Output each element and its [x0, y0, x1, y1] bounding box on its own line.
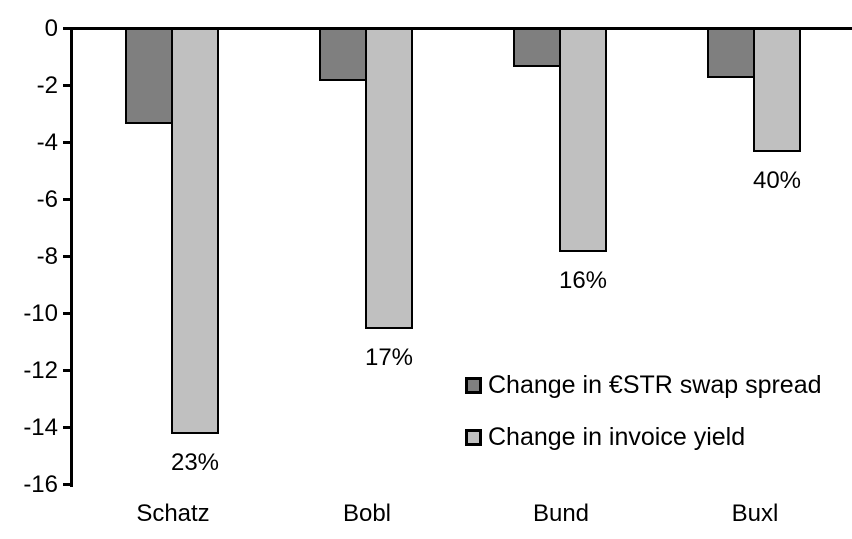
y-tick-mark [63, 27, 73, 30]
bar-value-label: 16% [558, 266, 608, 294]
y-tick-label: -16 [23, 470, 58, 498]
y-tick-label: -4 [36, 128, 58, 156]
bar-swap-spread-buxl [707, 27, 755, 78]
y-tick-label: -14 [23, 413, 58, 441]
y-tick-label: -2 [36, 71, 58, 99]
y-tick-mark [63, 198, 73, 201]
bar-invoice-yield-buxl [753, 27, 801, 153]
y-tick-label: -12 [23, 356, 58, 384]
x-category-label: Bobl [342, 500, 392, 527]
bar-swap-spread-bobl [319, 27, 367, 81]
bar-swap-spread-schatz [125, 27, 173, 124]
legend-label: Change in €STR swap spread [488, 371, 822, 399]
legend-swatch-icon [465, 428, 482, 446]
x-category-label: Buxl [731, 500, 779, 527]
y-tick-mark [63, 483, 73, 486]
y-tick-label: -8 [36, 242, 58, 270]
bar-invoice-yield-schatz [171, 27, 219, 435]
y-tick-mark [63, 312, 73, 315]
y-tick-mark [63, 255, 73, 258]
y-tick-label: 0 [44, 14, 58, 42]
zero-baseline [70, 27, 852, 30]
legend-item: Change in invoice yield [465, 423, 822, 451]
x-category-label: Bund [532, 500, 590, 527]
y-tick-mark [63, 84, 73, 87]
legend: Change in €STR swap spread Change in invo… [465, 371, 822, 475]
y-tick-label: -6 [36, 185, 58, 213]
y-tick-mark [63, 426, 73, 429]
y-tick-label: -10 [23, 299, 58, 327]
bar-value-label: 17% [364, 343, 414, 371]
legend-label: Change in invoice yield [488, 423, 746, 451]
bar-invoice-yield-bobl [365, 27, 413, 329]
bar-value-label: 40% [752, 167, 802, 195]
legend-swatch-icon [465, 376, 482, 394]
legend-item: Change in €STR swap spread [465, 371, 822, 399]
bar-invoice-yield-bund [559, 27, 607, 252]
y-tick-mark [63, 369, 73, 372]
y-tick-mark [63, 141, 73, 144]
bar-swap-spread-bund [513, 27, 561, 67]
x-category-label: Schatz [136, 500, 210, 527]
bar-value-label: 23% [170, 449, 220, 477]
